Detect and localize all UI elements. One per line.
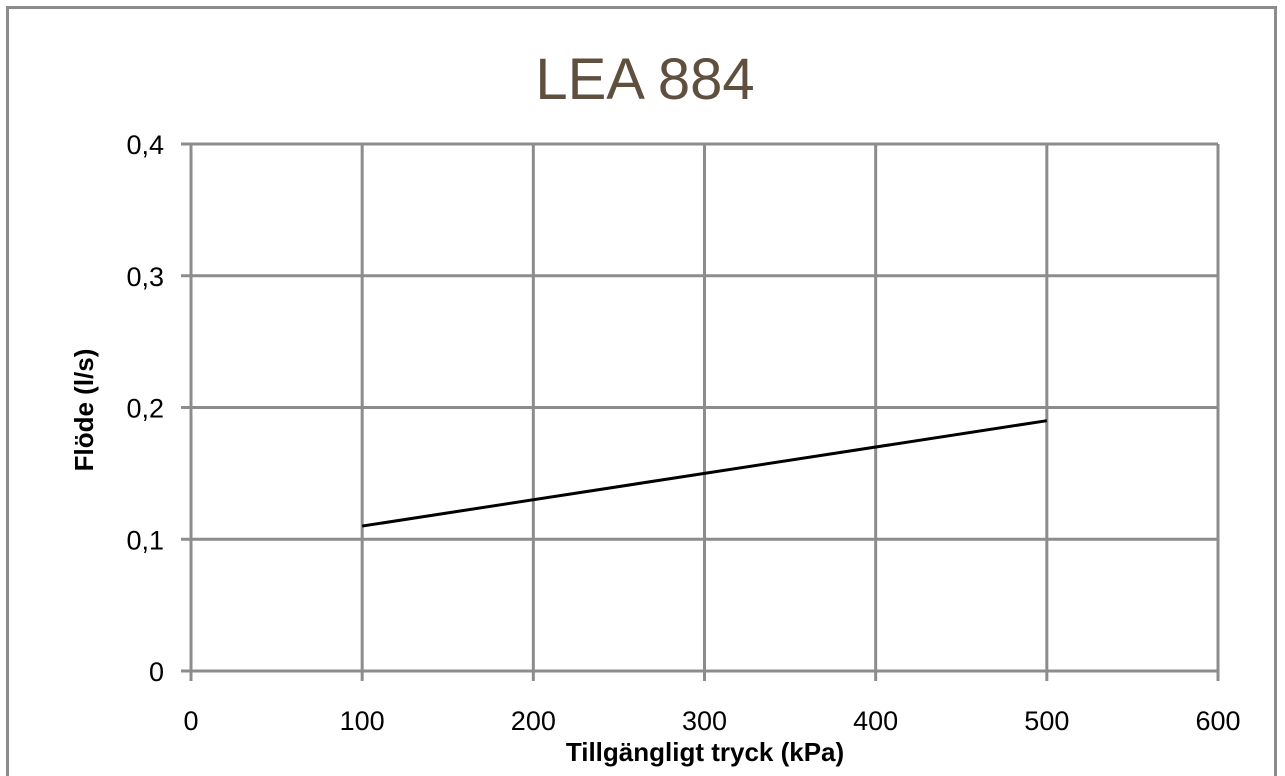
x-axis-label: Tillgängligt tryck (kPa) [566,737,844,767]
x-tick-label: 200 [511,706,556,736]
y-tick-label: 0 [149,657,164,687]
x-tick-label: 0 [183,706,198,736]
y-tick-labels: 0 0,1 0,2 0,3 0,4 [126,130,164,687]
chart-frame [6,6,1277,776]
x-tick-label: 300 [682,706,727,736]
x-tick-label: 600 [1195,706,1240,736]
series-line [361,419,1048,528]
x-tick-label: 500 [1024,706,1069,736]
axes [181,142,1220,681]
y-tick-label: 0,1 [126,525,164,555]
chart-title: LEA 884 [535,47,754,112]
series-group [361,419,1048,528]
y-tick-label: 0,2 [126,394,164,424]
y-tick-label: 0,4 [126,130,164,160]
grid [191,142,1220,671]
x-tick-labels: 0 100 200 300 400 500 600 [183,706,1240,736]
y-tick-label: 0,3 [126,262,164,292]
x-tick-label: 400 [853,706,898,736]
y-axis-label: Flöde (l/s) [69,349,99,472]
x-tick-label: 100 [340,706,385,736]
